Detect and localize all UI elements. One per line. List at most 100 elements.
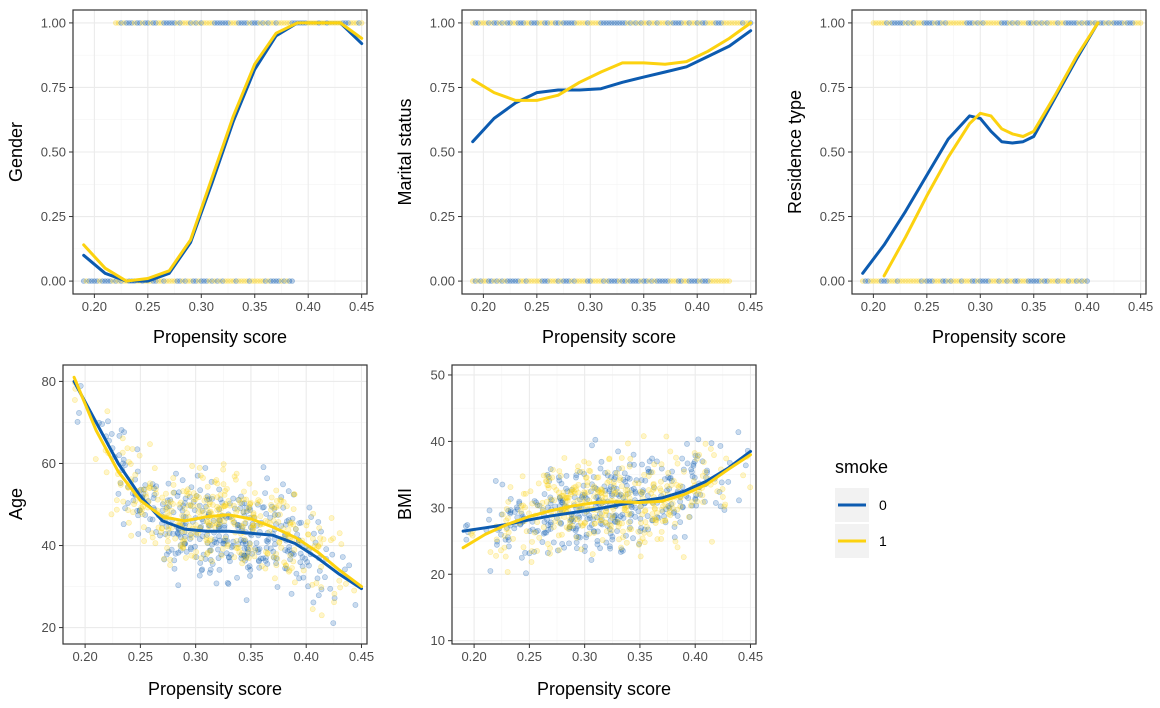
- data-point: [547, 496, 554, 503]
- data-point: [185, 502, 192, 509]
- data-point: [213, 477, 220, 483]
- data-point: [672, 538, 679, 545]
- data-point: [649, 20, 655, 26]
- data-point: [505, 529, 512, 536]
- data-point: [675, 20, 682, 26]
- data-point: [103, 469, 110, 476]
- data-point: [187, 278, 194, 284]
- data-point: [245, 555, 252, 562]
- data-point: [881, 20, 887, 26]
- data-point: [239, 525, 246, 532]
- data-point: [700, 459, 707, 466]
- data-point: [275, 519, 282, 525]
- data-point: [679, 483, 686, 490]
- data-point: [598, 489, 604, 496]
- data-point: [105, 278, 111, 284]
- data-point: [918, 20, 925, 26]
- data-point: [159, 525, 165, 532]
- data-point: [161, 20, 167, 26]
- data-point: [862, 278, 869, 284]
- data-point: [210, 517, 217, 524]
- data-point: [260, 278, 266, 284]
- data-point: [200, 509, 207, 516]
- data-point: [515, 20, 521, 26]
- data-point: [859, 278, 866, 284]
- data-point: [619, 465, 626, 472]
- data-point: [104, 408, 111, 415]
- data-point: [635, 528, 642, 535]
- data-point: [224, 579, 231, 586]
- data-point: [468, 530, 474, 537]
- data-point: [598, 511, 605, 517]
- data-point: [221, 518, 228, 525]
- data-point: [626, 526, 633, 533]
- data-point: [1025, 20, 1032, 26]
- data-point: [563, 495, 570, 502]
- data-point: [613, 485, 620, 492]
- data-point: [633, 477, 640, 484]
- y-tick-label: 1.00: [41, 15, 66, 30]
- data-point: [620, 494, 627, 501]
- data-point: [926, 278, 933, 284]
- data-point: [247, 501, 253, 508]
- data-point: [593, 474, 600, 481]
- data-point: [187, 531, 194, 538]
- data-point: [221, 540, 227, 547]
- data-point: [207, 556, 214, 563]
- data-point: [623, 507, 630, 513]
- data-point: [617, 491, 624, 498]
- data-point: [579, 491, 586, 498]
- data-point: [247, 540, 253, 547]
- panel-border: [451, 364, 757, 645]
- data-point: [222, 535, 229, 542]
- x-tick-label: 0.45: [738, 649, 763, 664]
- data-point: [616, 536, 622, 543]
- data-point: [638, 278, 644, 284]
- data-point: [165, 526, 172, 533]
- data-point: [977, 20, 983, 26]
- data-point: [207, 547, 214, 554]
- data-point: [1044, 278, 1050, 284]
- data-point: [602, 494, 609, 501]
- data-point: [551, 497, 558, 504]
- data-point: [630, 451, 637, 458]
- data-point: [948, 20, 954, 26]
- data-point: [543, 498, 550, 505]
- series-line-0: [72, 379, 363, 591]
- y-tick-label: 0.00: [41, 274, 66, 289]
- data-point: [533, 528, 539, 535]
- data-point: [640, 433, 647, 440]
- data-point: [652, 520, 659, 526]
- data-point: [292, 526, 299, 533]
- data-point: [691, 20, 698, 26]
- data-point: [242, 520, 249, 527]
- data-point: [478, 278, 484, 284]
- data-point: [713, 278, 719, 284]
- data-point: [182, 540, 189, 547]
- data-point: [606, 526, 613, 532]
- data-point: [1004, 278, 1010, 284]
- data-point: [273, 521, 279, 527]
- data-point: [637, 515, 644, 522]
- data-point: [535, 480, 542, 487]
- data-point: [145, 20, 151, 26]
- data-point: [564, 488, 571, 495]
- data-point: [616, 278, 623, 284]
- data-point: [606, 521, 613, 528]
- data-point: [597, 545, 603, 552]
- data-point: [249, 522, 256, 529]
- data-point: [705, 278, 711, 284]
- data-point: [696, 451, 703, 458]
- data-point: [129, 20, 135, 26]
- panel-4: 0.20 0.25 0.30 0.35 0.40 0.4520406080Propensi…: [6, 364, 374, 699]
- data-point: [721, 278, 727, 284]
- data-point: [209, 541, 215, 548]
- data-point: [721, 507, 728, 513]
- data-point: [234, 521, 241, 528]
- data-point: [540, 524, 547, 531]
- data-point: [651, 484, 657, 491]
- data-point: [717, 443, 724, 449]
- data-point: [286, 547, 293, 554]
- data-point: [139, 511, 146, 518]
- data-point: [507, 509, 514, 516]
